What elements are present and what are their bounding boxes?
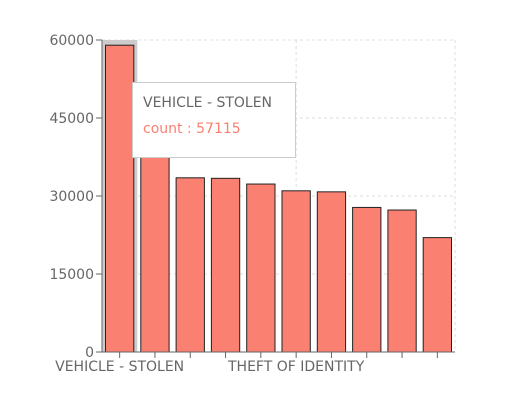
chart-tooltip: VEHICLE - STOLEN count : 57115 <box>132 82 296 158</box>
y-tick-label-0: 0 <box>85 345 94 361</box>
bar-5[interactable] <box>281 190 311 353</box>
bar-2[interactable] <box>175 177 205 353</box>
bar-1[interactable] <box>140 141 170 353</box>
y-tick-label-2: 30000 <box>49 189 94 205</box>
bar-series <box>105 44 453 353</box>
x-tick-labels: VEHICLE - STOLEN THEFT OF IDENTITY <box>55 359 365 375</box>
tooltip-label: VEHICLE - STOLEN <box>143 95 273 111</box>
tooltip-value: count : 57115 <box>143 121 285 137</box>
bar-0[interactable] <box>105 44 135 353</box>
bar-9[interactable] <box>422 237 453 353</box>
bar-3[interactable] <box>210 177 241 353</box>
bar-7[interactable] <box>352 206 382 353</box>
bar-4[interactable] <box>246 183 276 353</box>
bar-6[interactable] <box>316 191 347 353</box>
bar-8[interactable] <box>387 209 417 353</box>
tooltip-separator: : <box>182 121 197 137</box>
chart-axes <box>96 39 455 358</box>
y-tick-labels: 0 15000 30000 45000 60000 <box>49 33 94 361</box>
y-tick-label-1: 15000 <box>49 267 94 283</box>
y-tick-label-4: 60000 <box>49 33 94 49</box>
tooltip-count: 57115 <box>196 121 241 137</box>
y-tick-label-3: 45000 <box>49 111 94 127</box>
x-tick-label-0: VEHICLE - STOLEN <box>55 359 184 375</box>
x-tick-label-5: THEFT OF IDENTITY <box>227 359 365 375</box>
tooltip-series-name: count <box>143 121 183 137</box>
